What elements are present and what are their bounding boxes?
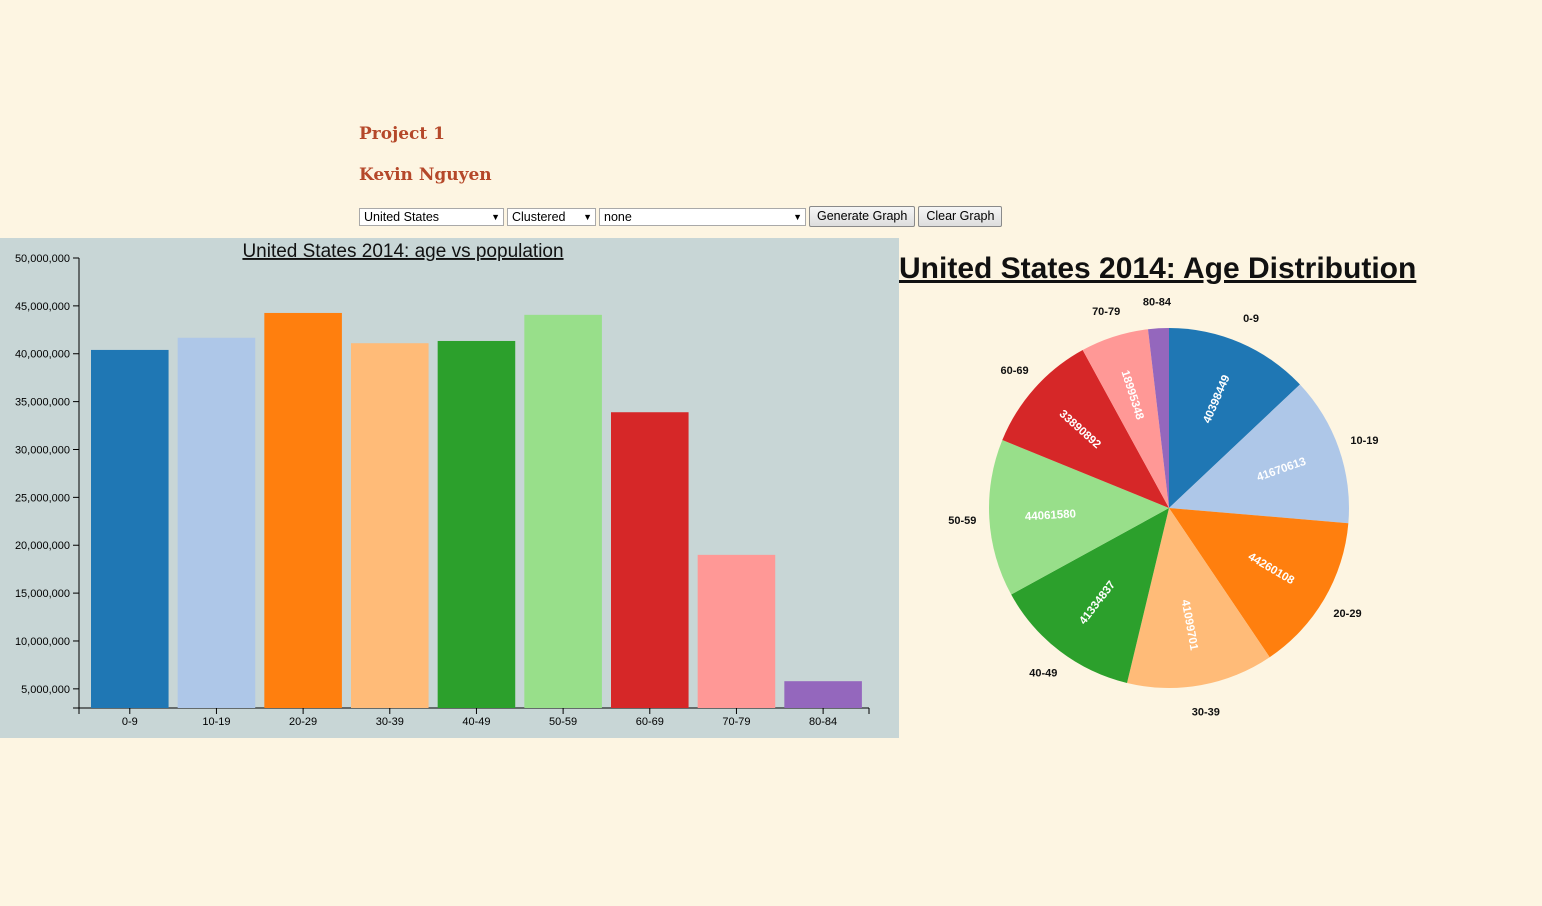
pie-slice-70-79	[1082, 329, 1169, 508]
x-tick-label: 60-69	[636, 716, 664, 728]
pie-label-70-79: 70-79	[1092, 306, 1120, 318]
y-tick-label: 35,000,000	[15, 397, 70, 409]
clear-graph-button[interactable]: Clear Graph	[918, 206, 1003, 227]
y-tick-label: 15,000,000	[15, 588, 70, 600]
bar-20-29	[264, 312, 342, 708]
bar-chart-panel: United States 2014: age vs population 5,0…	[0, 238, 899, 738]
bar-chart-title: United States 2014: age vs population	[242, 241, 563, 262]
chevron-down-icon: ▼	[491, 211, 500, 222]
chevron-down-icon: ▼	[583, 211, 592, 222]
bar-80-84	[784, 681, 862, 708]
pie-label-60-69: 60-69	[1001, 365, 1029, 377]
author-heading: Kevin Nguyen	[359, 165, 492, 185]
mode-select[interactable]: Clustered ▼	[507, 207, 596, 226]
bar-70-79	[697, 554, 776, 708]
pie-label-40-49: 40-49	[1029, 667, 1057, 679]
y-tick-label: 5,000,000	[21, 684, 70, 696]
pie-slice-30-39	[1127, 508, 1270, 688]
pie-slice-20-29	[1169, 508, 1349, 658]
bar-30-39	[351, 343, 429, 708]
x-tick-label: 10-19	[202, 716, 230, 728]
y-tick-label: 30,000,000	[15, 444, 70, 456]
pie-slice-0-9	[1169, 328, 1300, 508]
pie-label-80-84: 80-84	[1143, 296, 1172, 308]
bar-50-59	[524, 314, 602, 708]
bar-0-9	[91, 349, 169, 708]
pie-label-20-29: 20-29	[1333, 608, 1361, 620]
pie-slice-10-19	[1169, 384, 1349, 524]
pie-slice-80-84	[1147, 328, 1169, 508]
mode-select-value: Clustered	[512, 209, 566, 224]
y-tick-label: 20,000,000	[15, 540, 70, 552]
pie-value-label-50-59: 44061580	[1025, 508, 1077, 523]
y-tick-label: 40,000,000	[15, 349, 70, 361]
bar-chart: United States 2014: age vs population 5,0…	[15, 241, 870, 728]
y-tick-label: 50,000,000	[15, 253, 70, 265]
pie-label-50-59: 50-59	[948, 515, 976, 527]
compare-select-value: none	[604, 209, 632, 224]
y-tick-label: 10,000,000	[15, 636, 70, 648]
bar-40-49	[437, 340, 516, 708]
x-tick-label: 0-9	[122, 716, 138, 728]
x-tick-label: 20-29	[289, 716, 317, 728]
compare-select[interactable]: none ▼	[599, 207, 806, 226]
pie-slice-50-59	[989, 440, 1169, 595]
control-bar: United States ▼ Clustered ▼ none ▼ Gener…	[359, 206, 1003, 227]
bar-10-19	[177, 337, 256, 708]
project-heading: Project 1	[359, 124, 445, 144]
pie-slice-60-69	[1002, 350, 1169, 508]
pie-chart-title: United States 2014: Age Distribution	[899, 252, 1416, 285]
y-tick-label: 25,000,000	[15, 492, 70, 504]
x-tick-label: 50-59	[549, 716, 577, 728]
pie-slice-40-49	[1011, 508, 1169, 684]
bar-60-69	[611, 412, 689, 708]
country-select-value: United States	[364, 209, 440, 224]
generate-graph-button[interactable]: Generate Graph	[809, 206, 916, 227]
x-tick-label: 80-84	[809, 716, 837, 728]
x-tick-label: 40-49	[462, 716, 490, 728]
x-tick-label: 70-79	[722, 716, 750, 728]
chevron-down-icon: ▼	[793, 211, 802, 222]
country-select[interactable]: United States ▼	[359, 207, 504, 226]
pie-label-0-9: 0-9	[1243, 313, 1259, 325]
pie-label-30-39: 30-39	[1192, 707, 1220, 719]
y-tick-label: 45,000,000	[15, 301, 70, 313]
pie-label-10-19: 10-19	[1350, 435, 1378, 447]
x-tick-label: 30-39	[376, 716, 404, 728]
pie-chart: United States 2014: Age Distribution 0-9 4…	[899, 252, 1416, 719]
